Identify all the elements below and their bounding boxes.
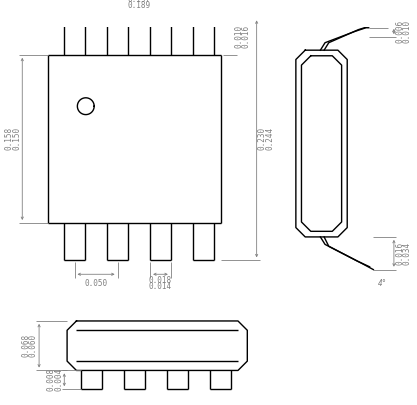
Text: 0.004: 0.004: [54, 368, 63, 391]
Text: 0.008: 0.008: [47, 368, 56, 391]
Text: 0.060: 0.060: [29, 334, 38, 357]
Text: 4°: 4°: [378, 279, 387, 288]
Text: 0.016: 0.016: [395, 242, 404, 265]
Text: 0.068: 0.068: [22, 334, 30, 357]
Text: 0.244: 0.244: [265, 127, 274, 150]
Text: 0.158: 0.158: [5, 127, 14, 150]
Text: 0.189: 0.189: [128, 1, 151, 10]
Text: 0.050: 0.050: [85, 279, 108, 288]
Text: 0.197: 0.197: [128, 0, 151, 4]
Text: 0.150: 0.150: [12, 127, 21, 150]
Text: 0.010: 0.010: [234, 25, 244, 48]
Text: 0.014: 0.014: [149, 282, 172, 291]
Text: 0.006: 0.006: [395, 20, 404, 43]
Text: 0.018: 0.018: [149, 276, 172, 285]
Text: 0.034: 0.034: [402, 242, 412, 265]
Text: 0.230: 0.230: [258, 127, 267, 150]
Text: 0.010: 0.010: [402, 20, 412, 43]
Text: 0.016: 0.016: [242, 25, 251, 48]
